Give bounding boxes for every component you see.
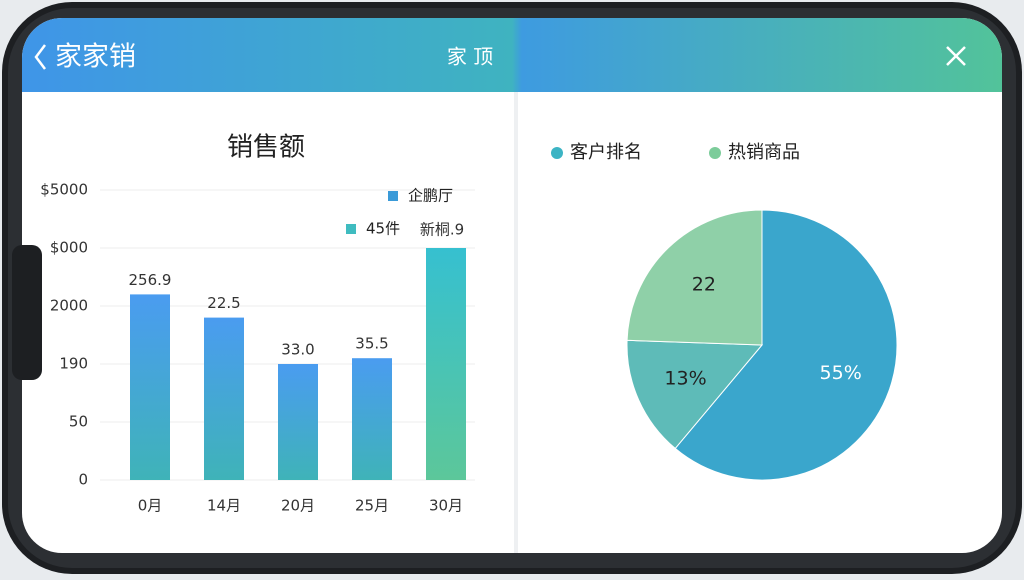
bar [204,317,244,480]
bar [278,364,318,480]
pie-slice [674,209,898,481]
data-label: 33.0 [281,341,314,359]
slice-label: 55% [820,362,862,384]
slice-label: 13% [664,368,706,390]
bar [352,358,392,480]
pie-slice [626,209,763,346]
x-tick-label: 14月 [207,497,241,515]
legend-dot [709,147,721,159]
bar [426,248,466,480]
chart-title: 销售额 [227,133,305,163]
x-tick-label: 20月 [281,497,315,515]
x-tick-label: 30月 [429,497,463,515]
charts: 销售额 0 50 190 2000 $000 $5000 企鹏厅 45件 256.9 0月 22.5 1… [40,133,898,515]
close-button[interactable] [946,46,966,66]
x-tick-label: 25月 [355,497,389,515]
legend-swatch [346,224,356,234]
legend-dot [551,147,563,159]
pie-slice [626,339,764,450]
legend-label: 45件 [366,220,400,238]
data-label: 35.5 [355,335,388,353]
app-header [22,18,1002,92]
data-label: 256.9 [129,271,172,289]
legend-swatch [388,191,398,201]
y-tick-label: 0 [78,471,88,489]
x-tick-label: 0月 [138,497,163,515]
legend-label: 客户排名 [570,142,642,163]
data-label: 22.5 [207,294,240,312]
legend-label: 企鹏厅 [408,187,453,205]
legend-label: 热销商品 [728,142,800,163]
slice-label: 22 [692,273,716,295]
notch [12,245,42,380]
header-action[interactable]: 家 顶 [447,45,493,69]
y-tick-label: $5000 [40,181,88,199]
y-tick-label: 50 [69,413,88,431]
y-tick-label: 2000 [50,297,88,315]
app-title: 家家销 [55,42,136,73]
y-tick-label: $000 [50,239,88,257]
back-button[interactable] [34,44,46,70]
bar [130,294,170,480]
y-tick-label: 190 [59,355,88,373]
data-label: 新桐.9 [420,221,464,239]
